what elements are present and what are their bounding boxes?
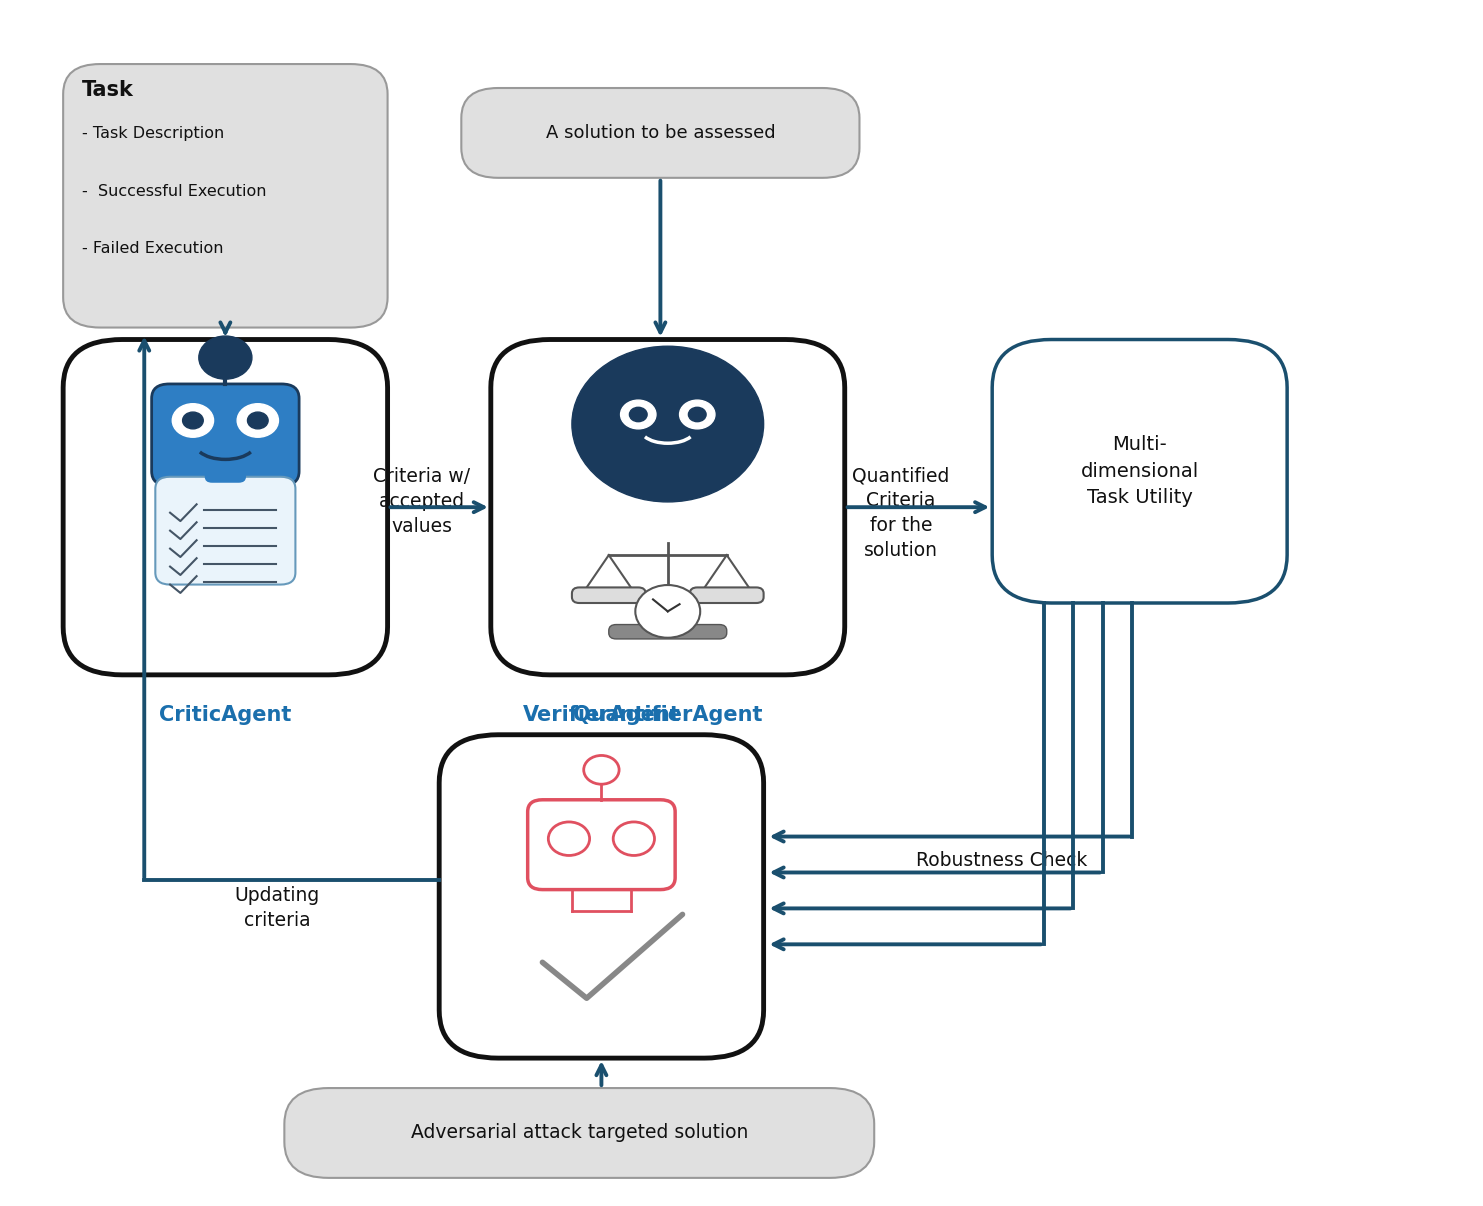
FancyBboxPatch shape bbox=[491, 340, 845, 675]
FancyBboxPatch shape bbox=[528, 800, 675, 890]
FancyBboxPatch shape bbox=[285, 1088, 873, 1178]
Text: Adversarial attack targeted solution: Adversarial attack targeted solution bbox=[411, 1124, 747, 1142]
Circle shape bbox=[182, 412, 203, 429]
Circle shape bbox=[635, 585, 700, 638]
Text: Quantified
Criteria
for the
solution: Quantified Criteria for the solution bbox=[853, 467, 949, 560]
FancyBboxPatch shape bbox=[151, 384, 300, 486]
FancyBboxPatch shape bbox=[992, 340, 1287, 603]
Circle shape bbox=[629, 408, 647, 422]
Text: A solution to be assessed: A solution to be assessed bbox=[546, 124, 776, 142]
Text: Task: Task bbox=[83, 80, 133, 100]
Text: - Task Description: - Task Description bbox=[83, 127, 224, 141]
Text: Criteria w/
accepted
values: Criteria w/ accepted values bbox=[372, 467, 470, 535]
Circle shape bbox=[688, 408, 706, 422]
FancyBboxPatch shape bbox=[610, 625, 727, 639]
Text: Multi-
dimensional
Task Utility: Multi- dimensional Task Utility bbox=[1081, 435, 1198, 508]
Text: -  Successful Execution: - Successful Execution bbox=[83, 183, 267, 199]
Circle shape bbox=[679, 400, 715, 429]
FancyBboxPatch shape bbox=[64, 64, 387, 328]
Text: VerifierAgent: VerifierAgent bbox=[522, 706, 681, 725]
Circle shape bbox=[172, 404, 214, 438]
Circle shape bbox=[248, 412, 268, 429]
FancyBboxPatch shape bbox=[690, 587, 764, 603]
Circle shape bbox=[199, 336, 252, 379]
FancyBboxPatch shape bbox=[439, 734, 764, 1058]
Circle shape bbox=[237, 404, 279, 438]
FancyBboxPatch shape bbox=[461, 88, 860, 177]
Text: CriticAgent: CriticAgent bbox=[159, 704, 292, 725]
Text: Robustness Check: Robustness Check bbox=[915, 851, 1087, 870]
FancyBboxPatch shape bbox=[205, 461, 246, 482]
Circle shape bbox=[620, 400, 655, 429]
Text: - Failed Execution: - Failed Execution bbox=[83, 241, 224, 257]
FancyBboxPatch shape bbox=[572, 587, 645, 603]
Text: Updating
criteria: Updating criteria bbox=[234, 886, 320, 930]
Text: QuantifierAgent: QuantifierAgent bbox=[572, 704, 762, 725]
FancyBboxPatch shape bbox=[156, 476, 295, 585]
Circle shape bbox=[572, 346, 764, 502]
FancyBboxPatch shape bbox=[64, 340, 387, 675]
